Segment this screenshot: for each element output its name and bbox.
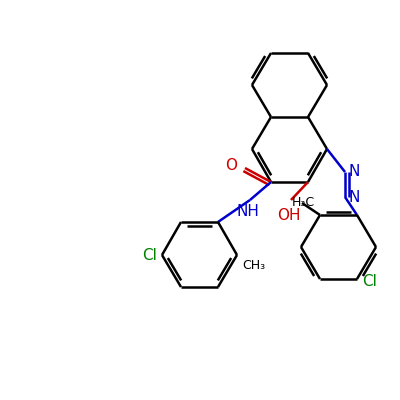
Text: Cl: Cl <box>362 274 377 288</box>
Text: Cl: Cl <box>142 248 157 262</box>
Text: N: N <box>348 190 359 204</box>
Text: NH: NH <box>236 204 260 219</box>
Text: H₃C: H₃C <box>292 196 315 210</box>
Text: CH₃: CH₃ <box>242 259 265 272</box>
Text: OH: OH <box>277 208 301 223</box>
Text: N: N <box>348 164 359 180</box>
Text: O: O <box>225 158 237 172</box>
